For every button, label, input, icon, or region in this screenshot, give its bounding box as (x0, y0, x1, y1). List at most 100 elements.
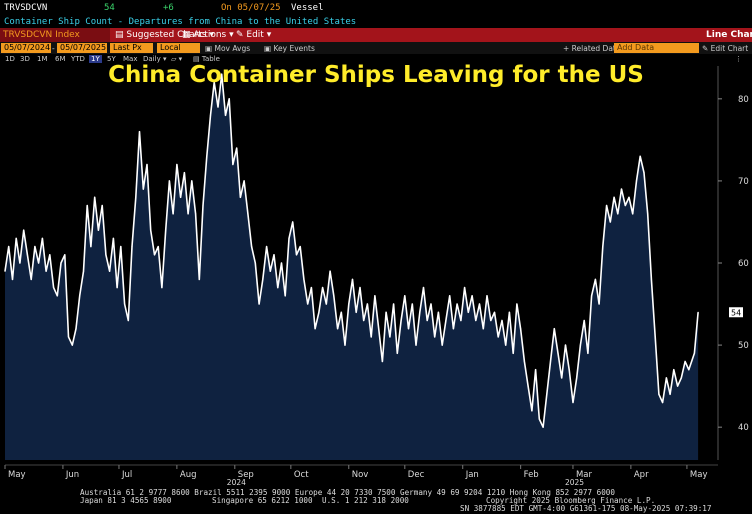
data-point (53, 287, 55, 289)
data-point (632, 213, 634, 215)
actions-button[interactable]: ▦ Actions ▾ (182, 30, 234, 40)
range-max[interactable]: Max (123, 55, 138, 63)
data-point (82, 270, 85, 272)
data-point (579, 344, 582, 346)
x-tick-label: May (8, 470, 26, 480)
data-point (654, 336, 656, 338)
data-point (348, 303, 350, 305)
data-point (120, 246, 122, 248)
data-point (251, 246, 253, 248)
data-point (609, 221, 611, 223)
data-point (591, 295, 593, 297)
data-point (131, 246, 133, 248)
last-value-marker (729, 307, 743, 318)
data-point (493, 311, 496, 313)
suggested-charts-button[interactable]: ▤ Suggested Charts ▾ (115, 30, 214, 40)
range-1d[interactable]: 1D (5, 55, 15, 63)
data-point (4, 270, 6, 272)
plot-area (4, 73, 699, 460)
currency-selector[interactable]: Local CCY (157, 43, 200, 62)
data-point (594, 278, 597, 280)
related-data-button[interactable]: + Related Dat (563, 44, 616, 53)
data-point (60, 262, 62, 264)
data-point (292, 221, 294, 223)
range-1m[interactable]: 1M (37, 55, 48, 63)
data-point (693, 352, 696, 354)
data-point (79, 295, 81, 297)
data-point (482, 328, 484, 330)
data-point (101, 204, 103, 207)
data-point (127, 319, 129, 322)
ticker[interactable]: TRVSDCVN (4, 3, 48, 13)
data-point (232, 163, 234, 166)
data-point (198, 278, 200, 280)
range-5y[interactable]: 5Y (107, 55, 116, 63)
table-label: Table (201, 55, 220, 63)
mov-avgs-label: Mov Avgs (214, 44, 251, 53)
data-point (393, 303, 395, 305)
key-events-toggle[interactable]: ▣ Key Events (264, 44, 315, 53)
data-point (168, 180, 170, 182)
period-selector[interactable]: Daily ▾ (143, 55, 167, 63)
data-point (135, 196, 137, 198)
y-tick-label: 80 (738, 95, 749, 105)
key-events-label: Key Events (273, 44, 315, 53)
series-area (5, 74, 699, 460)
y-tick-label: 60 (738, 259, 749, 269)
footer-japan: Japan 81 3 4565 8900 (80, 496, 172, 505)
footer-us: U.S. 1 212 318 2000 (322, 496, 409, 505)
data-point (340, 311, 342, 313)
data-point (684, 360, 686, 363)
edit-chart-icon: ✎ (702, 44, 711, 53)
key-events-icon: ▣ (264, 44, 274, 53)
data-point (680, 377, 682, 379)
range-ytd[interactable]: YTD (71, 55, 85, 63)
data-point (71, 344, 73, 346)
data-point (112, 237, 114, 239)
mov-avgs-toggle[interactable]: ▣ Mov Avgs (205, 44, 250, 53)
footer-copyright: Copyright 2025 Bloomberg Finance L.P. (486, 496, 656, 505)
data-point (407, 328, 410, 330)
edit-button[interactable]: ✎ Edit ▾ (236, 30, 272, 40)
data-point (411, 303, 413, 305)
data-point (195, 213, 197, 215)
range-3d[interactable]: 3D (20, 55, 30, 63)
data-point (337, 328, 339, 330)
data-point (213, 81, 215, 83)
data-point (236, 147, 238, 149)
start-date-field[interactable]: 05/07/2024 (1, 43, 51, 53)
data-point (568, 369, 570, 371)
data-point (284, 295, 286, 297)
data-point (303, 278, 305, 280)
data-point (299, 246, 301, 248)
last-value: 54 (104, 3, 115, 13)
ticker-header: TRVSDCVN 54 +6 On 05/07/25 Vessel (0, 0, 752, 16)
edit-chart-button[interactable]: ✎ Edit Chart (702, 44, 748, 53)
data-point (628, 196, 630, 198)
range-1y[interactable]: 1Y (89, 55, 102, 63)
table-button[interactable]: ▤ Table (193, 55, 220, 63)
data-point (359, 287, 361, 289)
data-point (221, 73, 223, 75)
data-point (23, 229, 25, 231)
data-point (366, 303, 368, 305)
range-6m[interactable]: 6M (55, 55, 66, 63)
data-point (26, 254, 28, 256)
data-point (697, 311, 699, 313)
security-description: Container Ship Count - Departures from C… (4, 17, 357, 27)
chart-style-icon[interactable]: ▱ ▾ (171, 55, 183, 63)
data-point (280, 262, 283, 264)
data-point (322, 287, 324, 289)
field-selector[interactable]: Last Px (110, 43, 153, 53)
x-tick-label: Oct (294, 470, 309, 480)
data-point (329, 270, 331, 272)
end-date-field[interactable]: 05/07/2025 (57, 43, 107, 53)
security-box[interactable]: TRVSDCVN Index (0, 28, 110, 42)
more-options-icon[interactable]: ⋮ (735, 55, 742, 63)
add-data-input[interactable]: Add Data (614, 43, 699, 53)
data-point (191, 180, 193, 182)
series-line (4, 73, 699, 428)
related-data-icon: + (563, 44, 572, 53)
data-point (639, 155, 641, 157)
related-data-label: Related Dat (571, 44, 616, 53)
